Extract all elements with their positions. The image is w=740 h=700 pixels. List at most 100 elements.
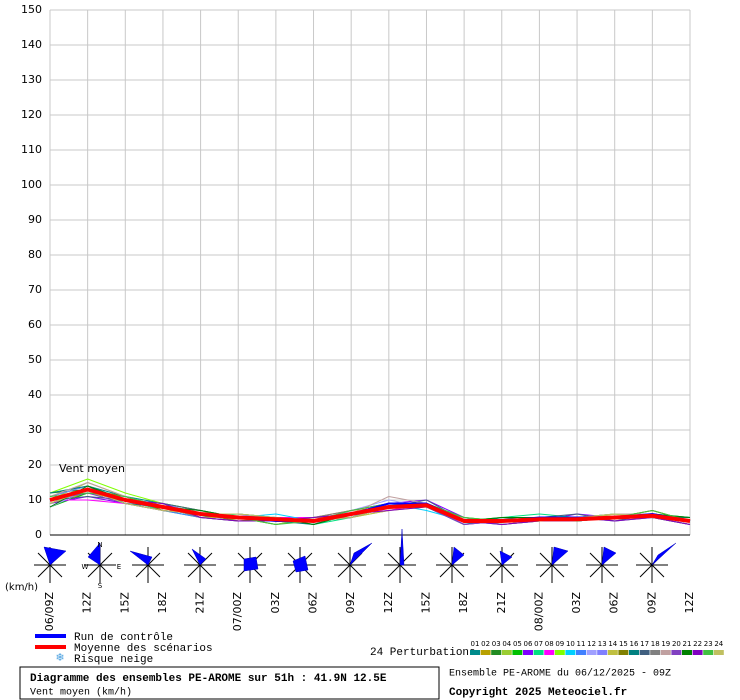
wind-rose <box>635 542 677 584</box>
x-tick-label: 12Z <box>683 592 696 614</box>
legend-label: 03 <box>492 640 501 648</box>
legend-swatch <box>629 650 639 655</box>
legend-swatch <box>618 650 629 655</box>
compass-label: N <box>97 541 102 549</box>
legend-swatch <box>523 650 533 655</box>
legend-label: 13 <box>598 640 607 648</box>
legend-label: 07 <box>534 640 543 648</box>
compass-label: S <box>98 582 103 590</box>
y-tick-label: 120 <box>21 108 42 121</box>
chart-title: Diagramme des ensembles PE-AROME sur 51h… <box>30 673 387 685</box>
legend-swatch <box>480 650 491 655</box>
x-tick-label: 12Z <box>81 592 94 614</box>
x-tick-label: 03Z <box>570 592 583 614</box>
x-tick-label: 06Z <box>307 592 320 614</box>
legend-label: 22 <box>693 640 702 648</box>
y-unit: (km/h) <box>5 582 38 593</box>
legend-label: 18 <box>651 640 660 648</box>
annotation: Vent moyen <box>59 462 125 475</box>
y-tick-label: 100 <box>21 178 42 191</box>
title-box <box>19 666 440 700</box>
y-tick-label: 80 <box>28 248 42 261</box>
x-tick-label: 15Z <box>419 592 432 614</box>
series-line <box>49 487 691 523</box>
y-tick-label: 0 <box>35 528 42 541</box>
perturbations-label: 24 Perturbations <box>370 647 476 659</box>
x-tick-label: 06Z <box>608 592 621 614</box>
y-tick-label: 50 <box>28 353 42 366</box>
legend-label: 09 <box>555 640 564 648</box>
snow-icon: ❄ <box>55 651 64 664</box>
legend-label: 14 <box>608 640 617 648</box>
legend-label: 16 <box>630 640 639 648</box>
wind-rose <box>33 546 67 584</box>
wind-roses: N W E S <box>33 528 677 590</box>
legend-swatch <box>713 650 724 655</box>
legend-swatch <box>533 650 544 655</box>
legend-label: 10 <box>566 640 575 648</box>
wind-rose <box>585 546 619 584</box>
y-tick-label: 10 <box>28 493 42 506</box>
legend-swatch <box>544 650 555 655</box>
legend-swatch <box>491 650 502 655</box>
wind-rose <box>129 546 165 584</box>
wind-rose <box>233 546 267 584</box>
legend-swatch <box>682 650 692 655</box>
legend-swatch <box>650 650 661 655</box>
copyright: Copyright 2025 Meteociel.fr <box>449 687 627 699</box>
legend-label: 06 <box>524 640 533 648</box>
legend-swatch <box>692 650 703 655</box>
legend-label: 12 <box>587 640 596 648</box>
y-tick-label: 130 <box>21 73 42 86</box>
y-tick-label: 150 <box>21 3 42 16</box>
compass-label: E <box>117 563 121 571</box>
legend-swatch <box>597 650 608 655</box>
legend-label: 11 <box>577 640 586 648</box>
x-tick-label: 08/00Z <box>532 592 545 632</box>
legend-label: 23 <box>704 640 713 648</box>
y-tick-label: 140 <box>21 38 42 51</box>
legend-swatch <box>470 650 480 655</box>
legend-label: 05 <box>513 640 522 648</box>
legend-swatch <box>576 650 586 655</box>
legend-swatch <box>660 650 671 655</box>
wind-rose <box>435 546 469 584</box>
x-tick-label: 06/09Z <box>43 592 56 632</box>
run-info: Ensemble PE-AROME du 06/12/2025 - 09Z <box>449 668 671 680</box>
y-tick-label: 20 <box>28 458 42 471</box>
plot-area: 0 10 20 30 40 50 60 70 80 90 100 110 120 130 140 150 06/… <box>21 3 696 631</box>
plot-background <box>50 10 690 535</box>
wind-rose <box>183 546 217 584</box>
x-tick-label: 18Z <box>156 592 169 614</box>
x-tick-label: 21Z <box>495 592 508 614</box>
legend-label: Risque neige <box>74 654 153 666</box>
x-tick-label: 09Z <box>344 592 357 614</box>
legend-label: Moyenne des scénarios <box>74 643 213 655</box>
legend-label: 20 <box>672 640 681 648</box>
x-tick-label: 03Z <box>269 592 282 614</box>
legend-label: 08 <box>545 640 554 648</box>
legend-label: 21 <box>683 640 692 648</box>
legend-label: 04 <box>502 640 511 648</box>
y-tick-label: 110 <box>21 143 42 156</box>
wind-rose <box>383 528 417 584</box>
y-tick-label: 90 <box>28 213 42 226</box>
y-tick-label: 40 <box>28 388 42 401</box>
legend-label: 02 <box>481 640 490 648</box>
wind-rose <box>535 546 569 584</box>
legend-label: 15 <box>619 640 628 648</box>
legend-swatch <box>512 650 523 655</box>
x-tick-label: 07/00Z <box>231 592 244 632</box>
wind-rose <box>333 542 373 584</box>
legend-swatch <box>703 650 714 655</box>
chart-subtitle: Vent moyen (km/h) <box>30 687 132 699</box>
x-tick-label: 15Z <box>118 592 131 614</box>
wind-rose <box>485 546 519 584</box>
legend-label: 24 <box>714 640 723 648</box>
legend: Run de contrôle Moyenne des scénarios ❄ … <box>35 632 724 666</box>
legend-swatch <box>586 650 597 655</box>
legend-label: 01 <box>471 640 480 648</box>
legend-swatch <box>607 650 618 655</box>
y-tick-label: 30 <box>28 423 42 436</box>
